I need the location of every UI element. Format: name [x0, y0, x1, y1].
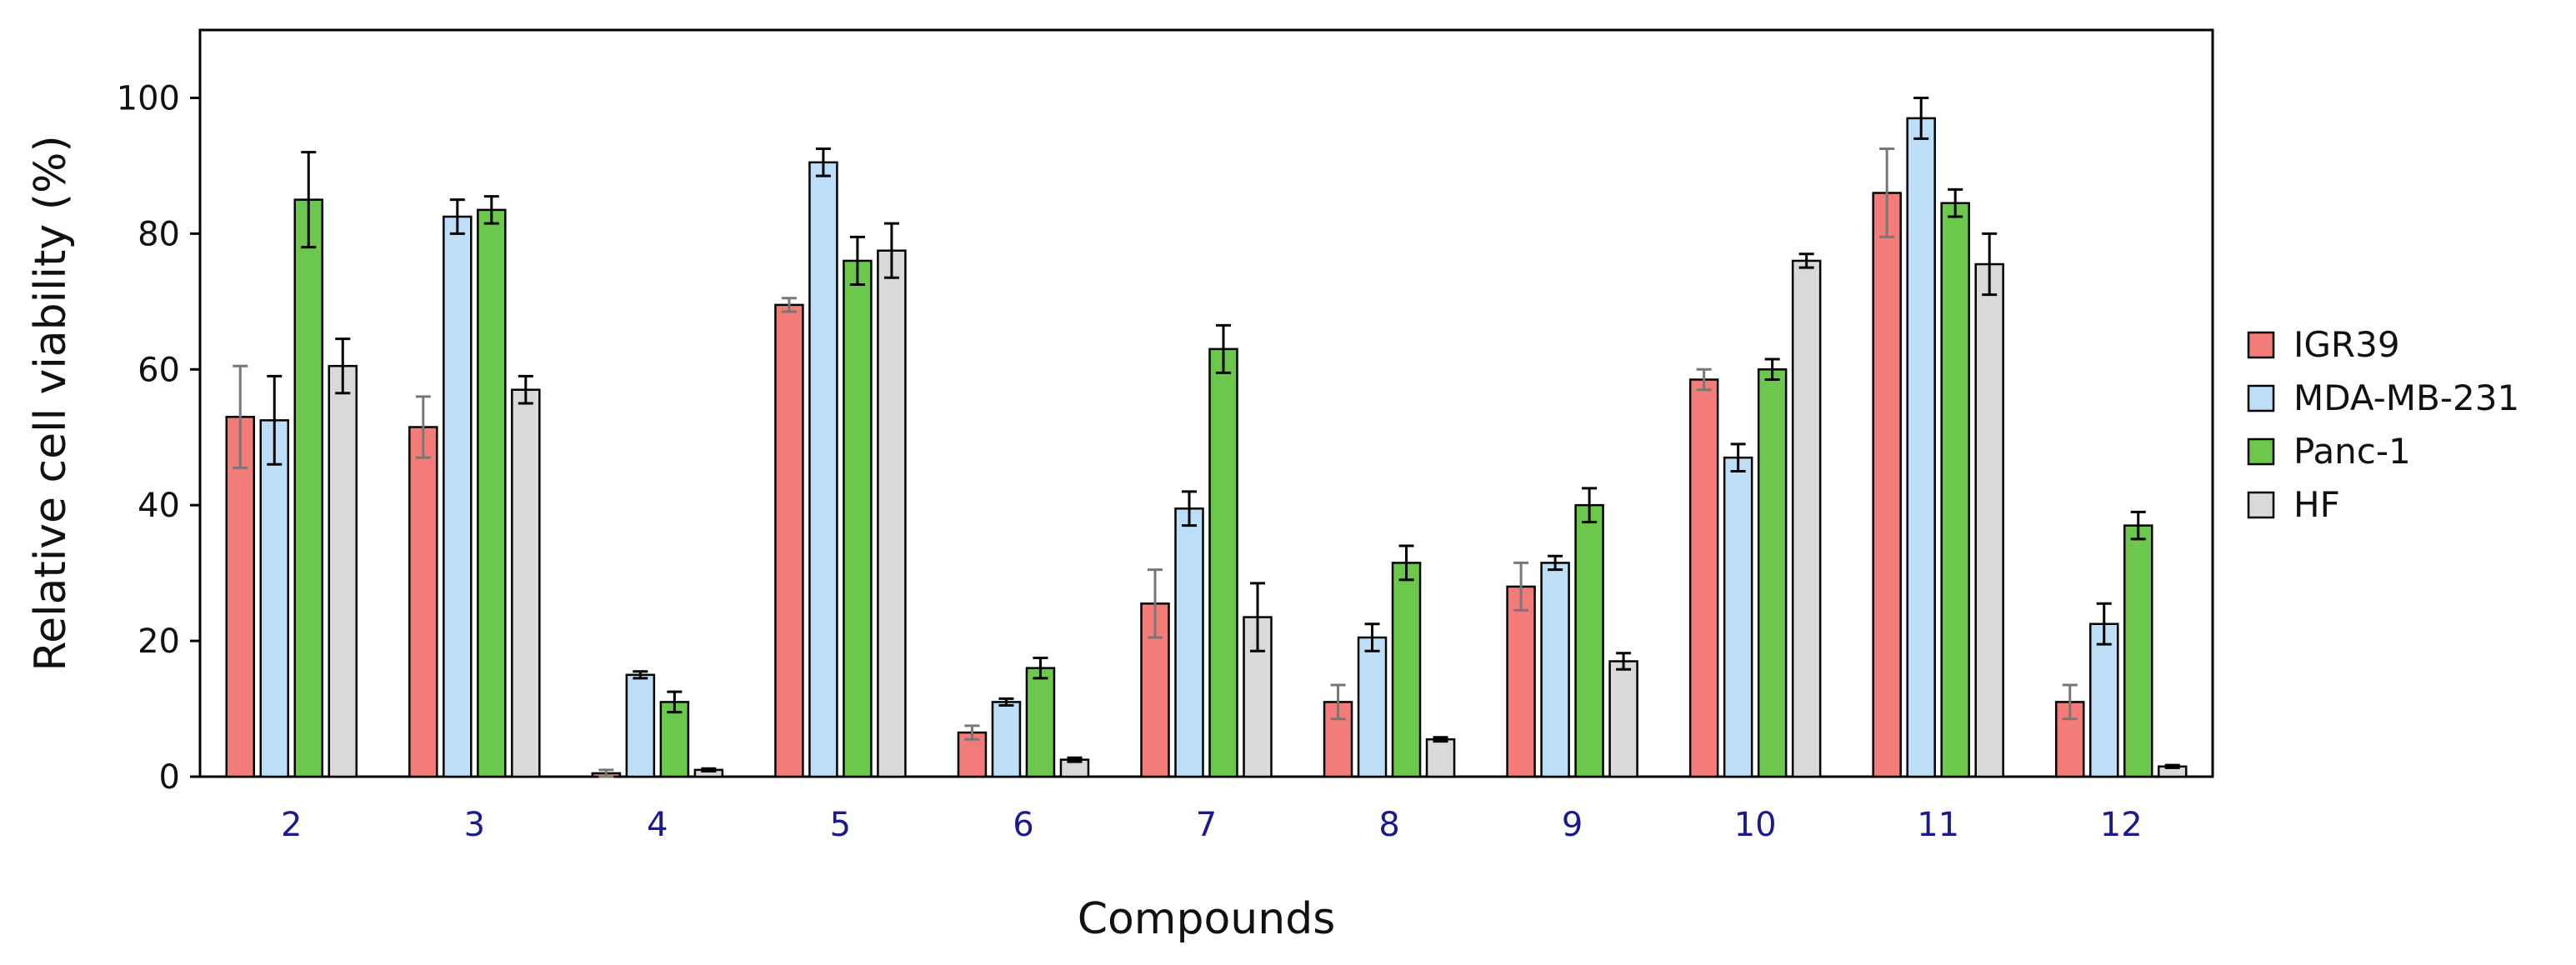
bar-panc-1-12 — [2123, 524, 2153, 778]
y-tick-label: 20 — [138, 622, 180, 661]
legend-label: HF — [2293, 484, 2340, 525]
y-axis-title: Relative cell viability (%) — [26, 135, 76, 671]
bar-hf-11 — [1974, 262, 2004, 778]
bar-panc-1-3 — [477, 208, 507, 778]
bar-panc-1-6 — [1025, 667, 1056, 778]
bar-hf-3 — [511, 388, 541, 778]
legend-swatch-hf — [2247, 491, 2275, 519]
x-tick-label: 2 — [281, 806, 302, 844]
bar-igr39-10 — [1688, 378, 1719, 778]
x-tick-label: 8 — [1378, 806, 1399, 844]
legend-swatch-panc-1 — [2247, 438, 2275, 466]
x-axis-title: Compounds — [1078, 894, 1336, 944]
plot-frame — [198, 28, 2214, 778]
bar-mda-mb-231-11 — [1906, 117, 1936, 778]
bar-hf-8 — [1425, 738, 1456, 778]
bar-mda-mb-231-3 — [443, 215, 473, 778]
bar-igr39-5 — [774, 303, 804, 778]
legend-swatch-igr39 — [2247, 331, 2275, 359]
bar-hf-10 — [1791, 259, 1822, 778]
x-tick-label: 5 — [830, 806, 851, 844]
bar-panc-1-8 — [1391, 562, 1422, 778]
x-tick-label: 12 — [2100, 806, 2143, 844]
bar-mda-mb-231-9 — [1540, 562, 1570, 778]
x-tick-label: 6 — [1013, 806, 1033, 844]
bar-mda-mb-231-8 — [1357, 636, 1388, 778]
y-tick-label: 0 — [159, 758, 180, 797]
x-tick-label: 7 — [1196, 806, 1217, 844]
bar-mda-mb-231-4 — [625, 673, 656, 778]
bar-igr39-3 — [408, 426, 438, 778]
bar-hf-9 — [1608, 660, 1638, 778]
legend-label: MDA-MB-231 — [2293, 378, 2519, 418]
bar-igr39-11 — [1872, 192, 1902, 778]
bar-panc-1-7 — [1208, 348, 1238, 778]
bar-panc-1-4 — [659, 701, 690, 778]
y-tick-label: 80 — [138, 215, 180, 253]
legend-swatch-mda-mb-231 — [2247, 384, 2275, 412]
legend-label: IGR39 — [2293, 324, 2400, 365]
bar-igr39-2 — [225, 416, 256, 778]
bar-panc-1-2 — [293, 198, 324, 778]
bar-panc-1-9 — [1574, 503, 1604, 778]
y-tick-label: 100 — [117, 79, 180, 118]
legend-label: Panc-1 — [2293, 431, 2411, 472]
bar-mda-mb-231-10 — [1723, 456, 1753, 778]
bar-mda-mb-231-2 — [259, 419, 290, 778]
bar-panc-1-10 — [1757, 368, 1788, 778]
x-tick-label: 4 — [647, 806, 668, 844]
bar-igr39-9 — [1506, 585, 1536, 778]
bar-panc-1-5 — [843, 259, 873, 778]
bar-panc-1-11 — [1940, 202, 1970, 778]
bar-hf-5 — [877, 249, 907, 778]
x-tick-label: 9 — [1562, 806, 1583, 844]
x-tick-label: 11 — [1917, 806, 1959, 844]
bar-mda-mb-231-5 — [808, 161, 838, 778]
y-tick-label: 60 — [138, 351, 180, 389]
x-tick-label: 10 — [1734, 806, 1777, 844]
bar-mda-mb-231-12 — [2088, 622, 2119, 778]
bar-mda-mb-231-6 — [991, 701, 1022, 778]
bar-hf-2 — [328, 364, 358, 778]
bar-mda-mb-231-7 — [1174, 508, 1204, 778]
y-tick-label: 40 — [138, 487, 180, 525]
x-tick-label: 3 — [464, 806, 485, 844]
